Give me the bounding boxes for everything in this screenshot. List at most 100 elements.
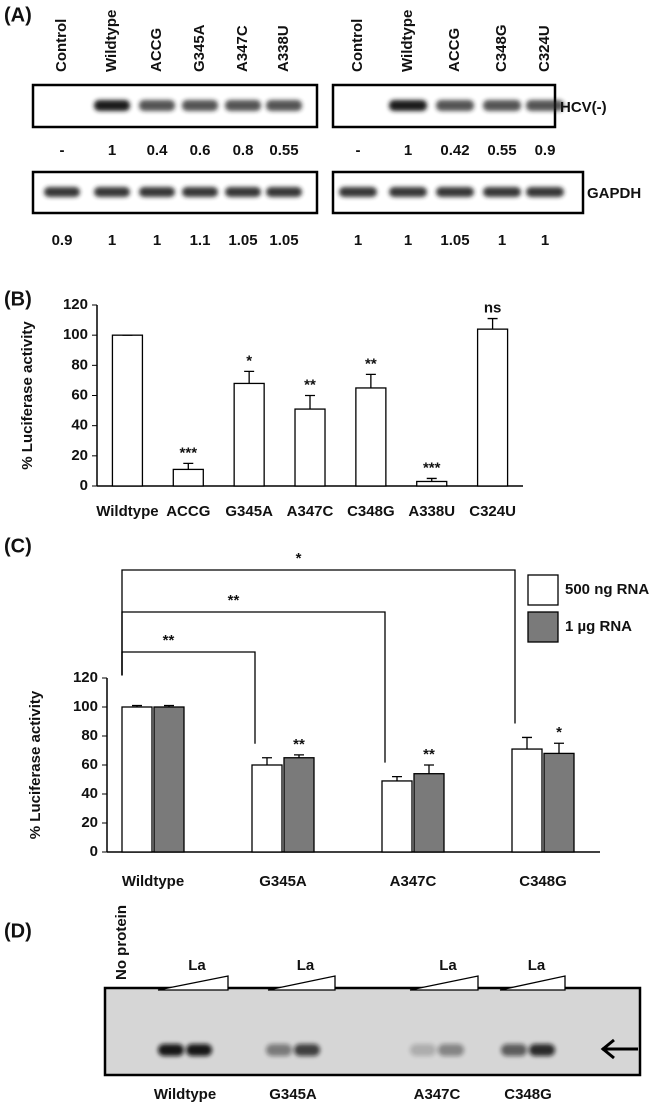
y-tick-label: 40 bbox=[71, 417, 88, 434]
hcv-value: 0.6 bbox=[190, 142, 211, 159]
error-bar bbox=[294, 754, 304, 758]
legend-label: 500 ng RNA bbox=[565, 581, 649, 598]
significance-label: ns bbox=[484, 300, 502, 317]
significance-label: *** bbox=[180, 444, 198, 461]
comparison-label: * bbox=[296, 550, 302, 567]
error-bar bbox=[244, 370, 255, 384]
error-bar bbox=[392, 775, 402, 781]
band bbox=[526, 100, 564, 111]
lane-label: A338U bbox=[275, 25, 292, 72]
comparison-label: ** bbox=[163, 632, 175, 649]
band bbox=[529, 1044, 555, 1056]
y-tick-label: 60 bbox=[81, 756, 98, 773]
protein-label: La bbox=[528, 957, 546, 974]
error-bar bbox=[164, 704, 174, 707]
x-tick-label: G345A bbox=[225, 503, 273, 520]
x-tick-label: C324U bbox=[469, 503, 516, 520]
bar bbox=[355, 387, 387, 487]
error-bar bbox=[487, 317, 498, 330]
bar bbox=[233, 382, 265, 487]
y-tick-label: 20 bbox=[81, 814, 98, 831]
x-tick-label: C348G bbox=[347, 503, 395, 520]
protein-label: La bbox=[188, 957, 206, 974]
band bbox=[410, 1044, 436, 1056]
panel-label: (D) bbox=[4, 920, 32, 942]
y-tick-label: 100 bbox=[73, 698, 98, 715]
error-bar bbox=[424, 764, 434, 774]
band bbox=[44, 187, 80, 197]
blot-label: HCV(-) bbox=[560, 99, 607, 116]
band bbox=[438, 1044, 464, 1056]
lane-label: C348G bbox=[493, 24, 510, 72]
protein-label: La bbox=[297, 957, 315, 974]
band bbox=[182, 187, 218, 197]
y-tick-label: 20 bbox=[71, 447, 88, 464]
lane-label: Wildtype bbox=[154, 1086, 216, 1103]
bar bbox=[413, 773, 445, 853]
x-tick-label: C348G bbox=[519, 873, 567, 890]
y-tick-label: 80 bbox=[81, 727, 98, 744]
error-bar bbox=[365, 373, 376, 388]
blot-label: GAPDH bbox=[587, 185, 641, 202]
y-tick-label: 120 bbox=[73, 669, 98, 686]
error-bar bbox=[426, 477, 437, 482]
comparison-label: ** bbox=[228, 592, 240, 609]
bar bbox=[283, 757, 315, 853]
gradient-triangle bbox=[409, 975, 479, 991]
lane-label: ACCG bbox=[148, 28, 165, 72]
gapdh-value: 1.05 bbox=[228, 232, 257, 249]
error-bar bbox=[262, 757, 272, 765]
y-tick-label: 60 bbox=[71, 386, 88, 403]
error-bar bbox=[522, 736, 532, 750]
lane-label: A347C bbox=[234, 25, 251, 72]
x-tick-label: A338U bbox=[408, 503, 455, 520]
gapdh-value: 1 bbox=[354, 232, 362, 249]
band bbox=[339, 187, 377, 197]
hcv-value: 0.8 bbox=[233, 142, 254, 159]
significance-label: * bbox=[246, 352, 252, 369]
gapdh-value: 1.1 bbox=[190, 232, 211, 249]
gel-frame bbox=[103, 986, 642, 1077]
arrow bbox=[600, 1038, 638, 1060]
hcv-value: 1 bbox=[404, 142, 412, 159]
band bbox=[389, 100, 427, 111]
band bbox=[436, 187, 474, 197]
lane-label: Control bbox=[53, 19, 70, 72]
legend-label: 1 µg RNA bbox=[565, 618, 632, 635]
lane-label: Control bbox=[349, 19, 366, 72]
band bbox=[225, 100, 261, 111]
band bbox=[139, 187, 175, 197]
lane-label: ACCG bbox=[446, 28, 463, 72]
significance-label: ** bbox=[304, 376, 316, 393]
band bbox=[158, 1044, 184, 1056]
hcv-value: 0.55 bbox=[487, 142, 516, 159]
hcv-value: 0.9 bbox=[535, 142, 556, 159]
error-bar bbox=[554, 742, 564, 754]
gapdh-value: 1 bbox=[153, 232, 161, 249]
lane-label: C348G bbox=[504, 1086, 552, 1103]
gapdh-value: 1 bbox=[404, 232, 412, 249]
gapdh-value: 0.9 bbox=[52, 232, 73, 249]
gapdh-value: 1 bbox=[541, 232, 549, 249]
comparison-bracket bbox=[121, 569, 516, 724]
bar bbox=[172, 468, 204, 487]
bar bbox=[416, 480, 448, 487]
y-axis-label: % Luciferase activity bbox=[27, 690, 44, 839]
lane-label: No protein bbox=[113, 905, 130, 980]
x-tick-label: ACCG bbox=[166, 503, 210, 520]
significance-label: *** bbox=[423, 459, 441, 476]
hcv-value: - bbox=[60, 142, 65, 159]
legend-swatch bbox=[527, 574, 559, 606]
hcv-value: 1 bbox=[108, 142, 116, 159]
panel-label: (B) bbox=[4, 288, 32, 310]
band bbox=[182, 100, 218, 111]
gradient-triangle bbox=[499, 975, 566, 991]
x-tick-label: A347C bbox=[390, 873, 437, 890]
band bbox=[389, 187, 427, 197]
band bbox=[526, 187, 564, 197]
x-tick-label: Wildtype bbox=[122, 873, 184, 890]
bar bbox=[153, 706, 185, 853]
x-tick-label: A347C bbox=[287, 503, 334, 520]
error-bar bbox=[305, 394, 316, 410]
gapdh-value: 1 bbox=[108, 232, 116, 249]
